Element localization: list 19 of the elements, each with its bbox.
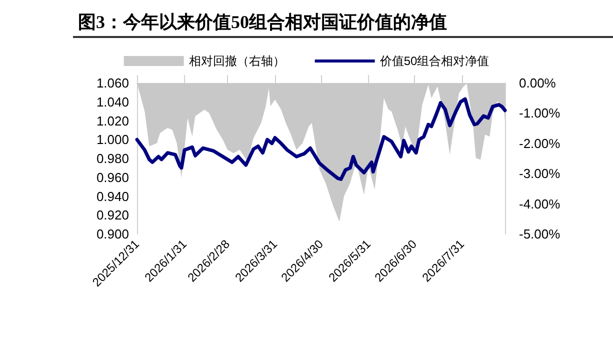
y2-tick-label: 0.00% <box>519 76 556 90</box>
y2-tick-label: -2.00% <box>519 136 561 151</box>
y-tick-label: 0.960 <box>96 170 129 185</box>
y-tick-label: 1.000 <box>96 132 129 148</box>
y2-tick-label: -3.00% <box>519 166 561 182</box>
y2-tick-label: -5.00% <box>519 226 561 242</box>
y-tick-label: 0.920 <box>96 208 129 223</box>
y-tick-label: 1.020 <box>96 113 129 128</box>
line-series <box>135 97 507 182</box>
y-tick-label: 0.940 <box>96 188 129 204</box>
y-tick-label: 0.900 <box>96 226 129 242</box>
legend-label: 相对回撤（右轴） <box>188 54 285 68</box>
y-tick-label: 0.980 <box>96 151 129 166</box>
chart-title: 图3：今年以来价值50组合相对国证价值的净值 <box>78 12 447 32</box>
y2-tick-label: -4.00% <box>519 196 561 212</box>
y-tick-label: 1.040 <box>96 94 129 110</box>
y-tick-label: 1.060 <box>96 76 129 90</box>
legend-label: 价值50组合相对净值 <box>378 54 490 68</box>
y2-tick-label: -1.00% <box>519 106 561 121</box>
